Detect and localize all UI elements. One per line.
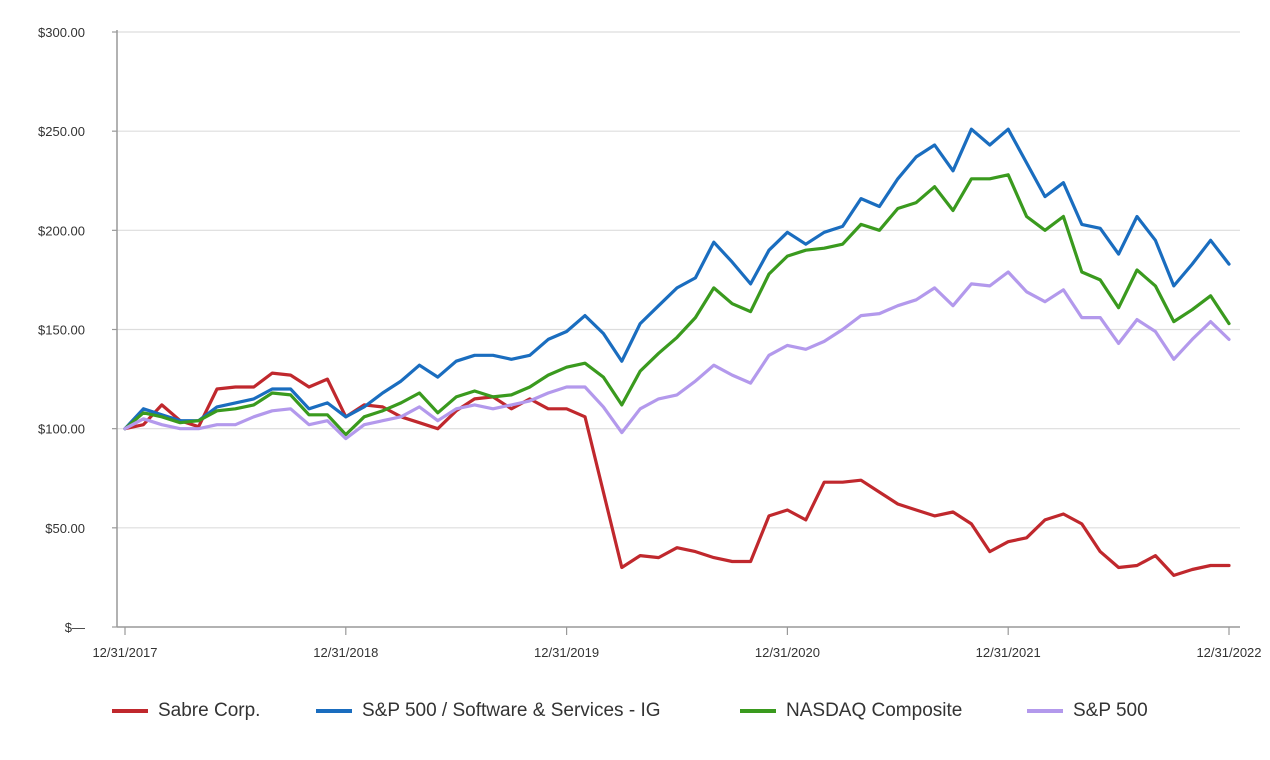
x-tick-label: 12/31/2019 [534, 645, 599, 660]
x-tick-label: 12/31/2022 [1196, 645, 1261, 660]
series-line-sabre-corp [123, 371, 1231, 578]
x-tick-label: 12/31/2020 [755, 645, 820, 660]
y-tick-label: $200.00 [38, 223, 85, 238]
legend-swatch [1027, 709, 1063, 713]
legend-swatch [740, 709, 776, 713]
y-tick-label: $250.00 [38, 124, 85, 139]
legend-label: NASDAQ Composite [786, 700, 963, 721]
y-tick-label: $50.00 [45, 521, 85, 536]
series-line-nasdaq-composite [123, 173, 1231, 437]
series-lines [123, 127, 1231, 578]
y-axis-labels: $— $50.00 $100.00 $150.00 $200.00 $250.00 $300… [38, 25, 85, 635]
legend-label: S&P 500 / Software & Services - IG [362, 700, 661, 721]
legend-swatch [316, 709, 352, 713]
x-axis [117, 626, 1240, 635]
x-tick-label: 12/31/2017 [92, 645, 157, 660]
legend-swatch [112, 709, 148, 713]
line-chart: $— $50.00 $100.00 $150.00 $200.00 $250.00 $300… [38, 25, 1262, 660]
y-tick-label: $300.00 [38, 25, 85, 40]
y-tick-label: $— [65, 620, 85, 635]
legend-item: S&P 500 / Software & Services - IG [316, 692, 661, 730]
legend-label: S&P 500 [1073, 700, 1148, 721]
series-line-s-p-500 [123, 270, 1231, 441]
x-axis-labels: 12/31/2017 12/31/2018 12/31/2019 12/31/2020… [92, 645, 1261, 660]
legend-item: Sabre Corp. [112, 692, 260, 730]
y-tick-label: $150.00 [38, 323, 85, 338]
grid-lines [112, 31, 1240, 628]
y-tick-label: $100.00 [38, 422, 85, 437]
x-tick-label: 12/31/2018 [313, 645, 378, 660]
legend-label: Sabre Corp. [158, 700, 261, 721]
x-tick-label: 12/31/2021 [976, 645, 1041, 660]
legend-item: NASDAQ Composite [740, 692, 962, 730]
series-line-s-p-500-software-services-ig [123, 127, 1231, 431]
legend-item: S&P 500 [1027, 692, 1148, 730]
legend: Sabre Corp. S&P 500 / Software & Services… [0, 692, 1270, 732]
